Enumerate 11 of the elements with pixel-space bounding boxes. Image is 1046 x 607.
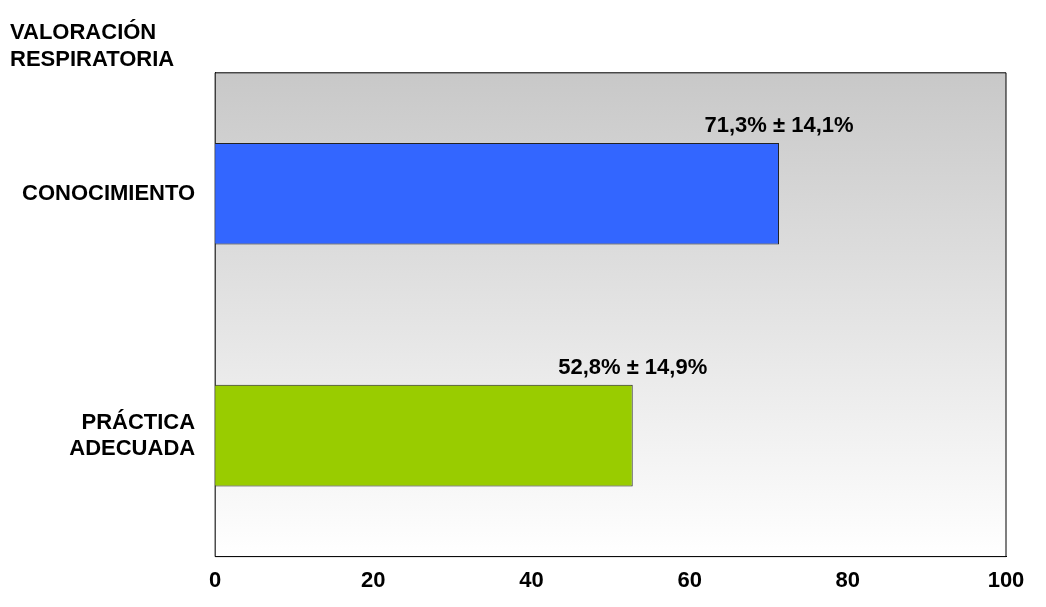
data-label: 52,8% ± 14,9% [558, 353, 708, 379]
y-tick-label: PRÁCTICA ADECUADA [69, 408, 196, 460]
x-tick-label: 20 [361, 566, 386, 592]
x-tick-label: 40 [519, 566, 544, 592]
x-tick-label: 60 [677, 566, 702, 592]
x-tick-label: 80 [835, 566, 861, 592]
y-tick-label: CONOCIMIENTO [22, 179, 196, 205]
data-label: 71,3% ± 14,1% [704, 112, 854, 138]
x-tick-label: 100 [987, 566, 1025, 592]
chart-title: VALORACIÓN RESPIRATORIA [10, 19, 175, 71]
x-tick-label: 0 [209, 566, 222, 592]
